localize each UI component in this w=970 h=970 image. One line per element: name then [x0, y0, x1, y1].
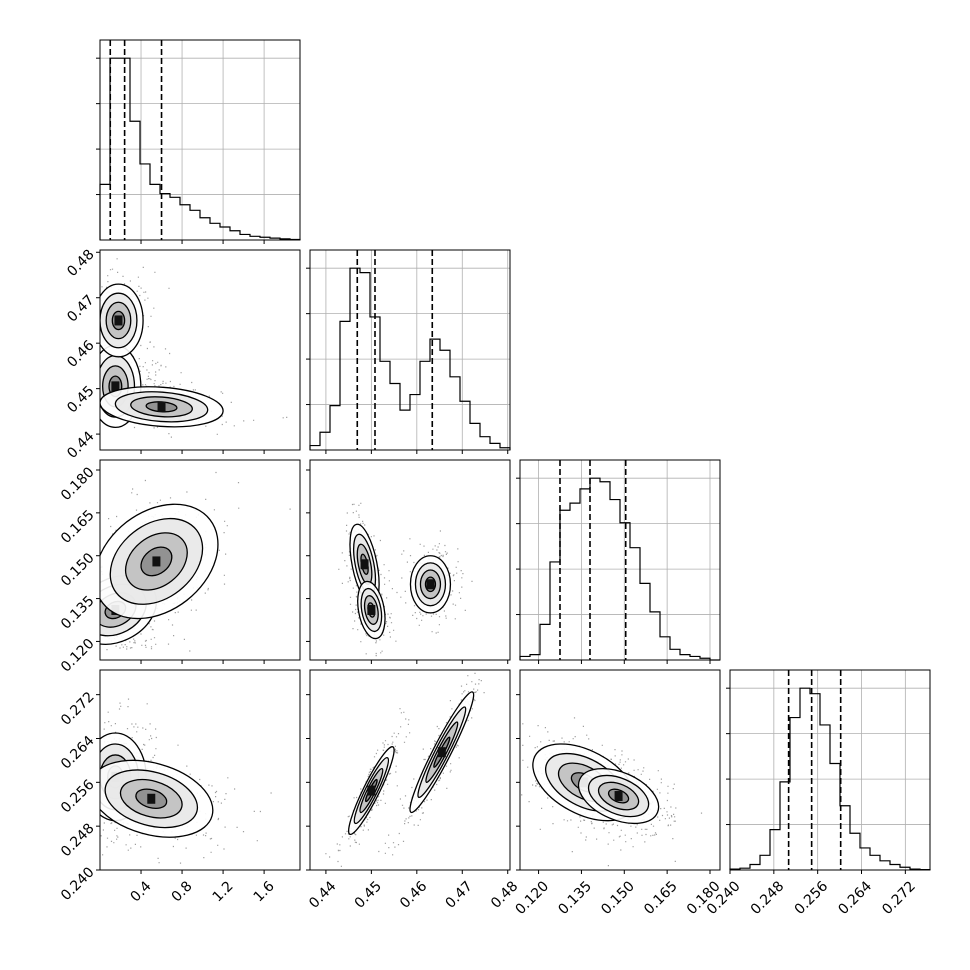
y-tick-label: 0.45	[64, 383, 97, 416]
density-peak	[157, 401, 166, 412]
density-peak	[437, 747, 446, 758]
panel-frame	[309, 669, 511, 871]
y-tick-label: 0.264	[58, 733, 98, 773]
panel-background	[310, 670, 510, 870]
y-tick-label: 0.248	[58, 821, 98, 861]
histogram-panel-2	[516, 459, 721, 664]
panel-background	[520, 460, 720, 660]
histogram-panel-0	[96, 39, 301, 244]
density-peak	[114, 315, 123, 326]
y-tick-label: 0.165	[58, 507, 98, 547]
panel-frame	[729, 669, 931, 871]
histogram-step	[519, 477, 720, 661]
y-tick-label: 0.256	[58, 777, 98, 817]
density-peak	[614, 791, 623, 802]
x-tick-label: 0.120	[513, 878, 553, 918]
x-tick-label: 1.6	[251, 878, 278, 905]
x-tick-label: 0.272	[879, 878, 919, 918]
density-peak	[147, 793, 156, 804]
panel-frame	[309, 249, 511, 451]
pair-panel-0-1	[96, 249, 301, 454]
pair-content	[521, 717, 703, 867]
x-tick-label: 0.45	[352, 878, 385, 911]
pair-content	[100, 258, 288, 438]
x-tick-label: 0.46	[397, 878, 430, 911]
x-tick-label: 0.264	[835, 878, 875, 918]
x-tick-label: 0.47	[443, 878, 476, 911]
panel-frame	[519, 459, 721, 661]
y-tick-label: 0.240	[58, 864, 98, 904]
y-tick-label: 0.150	[58, 550, 98, 590]
pair-panel-1-3	[306, 669, 511, 874]
panel-background	[310, 250, 510, 450]
x-tick-label: 0.8	[169, 878, 196, 905]
y-tick-label: 0.272	[58, 689, 98, 729]
histogram-panel-3	[726, 669, 931, 874]
y-tick-label: 0.46	[64, 337, 97, 370]
panel-frame	[99, 669, 301, 871]
panel-background	[100, 40, 300, 240]
x-tick-label: 1.2	[210, 878, 237, 905]
density-peak	[426, 579, 435, 590]
pair-content	[325, 672, 485, 867]
y-tick-label: 0.120	[58, 636, 98, 676]
pair-content	[100, 698, 272, 864]
x-tick-label: 0.4	[128, 878, 155, 905]
panel-frame	[99, 249, 301, 451]
x-tick-label: 0.165	[641, 878, 681, 918]
panel-frame	[519, 669, 721, 871]
pair-panel-0-3	[96, 669, 301, 874]
density-peak	[111, 381, 120, 392]
pair-content	[100, 471, 291, 652]
histogram-step	[309, 267, 511, 450]
y-tick-label: 0.135	[58, 593, 98, 633]
panel-frame	[99, 459, 301, 661]
histogram-step	[99, 57, 301, 241]
x-tick-label: 0.150	[598, 878, 638, 918]
y-tick-label: 0.47	[64, 292, 97, 325]
histogram-step	[729, 687, 931, 871]
sample-points	[325, 672, 485, 867]
y-tick-label: 0.44	[64, 428, 97, 461]
density-peak	[152, 556, 161, 567]
panel-background	[730, 670, 930, 870]
x-tick-label: 0.44	[306, 878, 339, 911]
density-peak	[360, 559, 369, 570]
pair-content	[338, 502, 473, 657]
y-tick-label: 0.48	[64, 247, 97, 280]
x-tick-label: 0.135	[555, 878, 595, 918]
pair-panel-2-3	[516, 669, 721, 874]
panel-frame	[99, 39, 301, 241]
y-tick-label: 0.180	[58, 464, 98, 504]
pair-panel-0-2	[96, 459, 301, 664]
panel-frame	[309, 459, 511, 661]
histogram-panel-1	[306, 249, 511, 454]
density-peak	[367, 605, 376, 615]
panel-background	[310, 460, 510, 660]
x-tick-label: 0.256	[792, 878, 832, 918]
density-peak	[367, 785, 376, 796]
pair-panel-1-2	[306, 459, 511, 664]
x-tick-label: 0.248	[748, 878, 788, 918]
